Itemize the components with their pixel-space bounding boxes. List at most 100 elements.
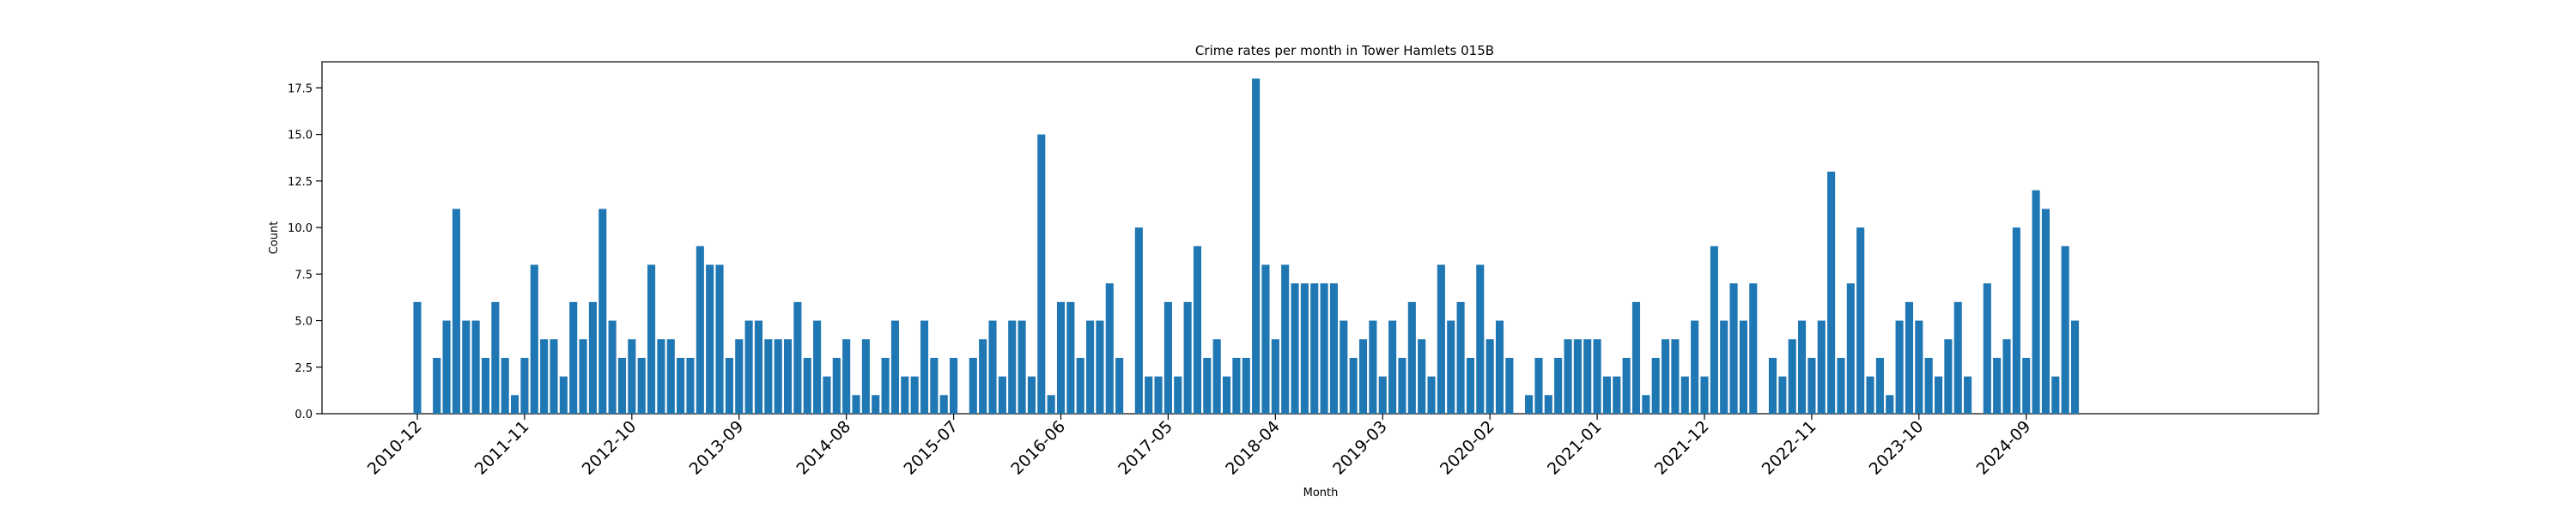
bar — [1544, 395, 1552, 414]
bar — [1369, 320, 1377, 414]
bar — [550, 339, 558, 414]
bar — [793, 301, 802, 414]
bar — [1174, 376, 1182, 414]
x-tick-label: 2011-11 — [471, 417, 533, 479]
bar — [2051, 376, 2060, 414]
bar — [1466, 357, 1474, 414]
bar — [647, 264, 656, 414]
bar — [1895, 320, 1904, 414]
bar — [1291, 283, 1299, 414]
x-tick-label: 2024-09 — [1973, 417, 2035, 479]
bar — [823, 376, 831, 414]
bar — [2002, 339, 2011, 414]
bar — [2070, 320, 2080, 414]
bar — [608, 320, 617, 414]
bar — [998, 376, 1006, 414]
bar — [1953, 301, 1962, 414]
bar — [715, 264, 724, 414]
bar — [1564, 339, 1572, 414]
bar — [1964, 376, 1972, 414]
bar — [1583, 339, 1592, 414]
bar — [1134, 227, 1143, 414]
bar — [452, 209, 460, 414]
bar — [462, 320, 471, 414]
x-tick-label: 2018-04 — [1222, 417, 1284, 479]
bar — [1788, 339, 1796, 414]
y-tick-label: 0.0 — [295, 409, 313, 421]
bar — [861, 339, 870, 414]
bar — [1710, 245, 1718, 414]
bar — [842, 339, 851, 414]
x-tick-label: 2013-09 — [686, 417, 748, 479]
bar — [1066, 301, 1075, 414]
bar — [1193, 245, 1202, 414]
bar — [598, 209, 607, 414]
bar — [1329, 283, 1339, 414]
bar — [1817, 320, 1826, 414]
bar — [725, 357, 733, 414]
bar — [754, 320, 763, 414]
x-tick-label: 2023-10 — [1866, 417, 1928, 479]
bar — [1680, 376, 1689, 414]
bar — [2022, 357, 2031, 414]
bar — [520, 357, 529, 414]
bar — [433, 357, 441, 414]
bar — [930, 357, 939, 414]
bar — [1212, 339, 1221, 414]
bar — [1905, 301, 1914, 414]
bar — [481, 357, 490, 414]
bar — [1778, 376, 1787, 414]
bar — [559, 376, 568, 414]
bar — [1388, 320, 1397, 414]
bar — [1223, 376, 1231, 414]
bar — [1934, 376, 1943, 414]
bar — [1437, 264, 1445, 414]
bar — [1145, 376, 1153, 414]
bar — [1242, 357, 1250, 414]
chart-title: Crime rates per month in Tower Hamlets 0… — [1195, 43, 1494, 58]
bar — [666, 339, 675, 414]
bar — [1203, 357, 1212, 414]
y-tick-label: 15.0 — [288, 130, 313, 142]
bar — [813, 320, 822, 414]
bar — [1056, 301, 1066, 414]
bar — [890, 320, 899, 414]
x-tick-label: 2010-12 — [364, 417, 426, 479]
bar — [696, 245, 704, 414]
x-tick-label: 2012-10 — [579, 417, 641, 479]
bar — [979, 339, 987, 414]
bar — [881, 357, 890, 414]
bar — [1593, 339, 1601, 414]
bar — [1349, 357, 1358, 414]
bar — [1739, 320, 1747, 414]
bar — [1602, 376, 1611, 414]
x-tick-label: 2017-05 — [1115, 417, 1176, 479]
bar — [969, 357, 977, 414]
y-tick-label: 7.5 — [295, 269, 313, 282]
x-tick-label: 2016-06 — [1007, 417, 1069, 479]
x-tick-label: 2022-11 — [1759, 417, 1820, 479]
bar — [1924, 357, 1933, 414]
bar — [1427, 376, 1436, 414]
bar — [2032, 190, 2040, 414]
bar — [988, 320, 997, 414]
bar — [1398, 357, 1406, 414]
bar — [1993, 357, 2002, 414]
bar — [1447, 320, 1455, 414]
bar — [764, 339, 773, 414]
bar — [657, 339, 665, 414]
bar — [677, 357, 685, 414]
x-tick-label: 2020-02 — [1437, 417, 1498, 479]
bar — [1105, 283, 1114, 414]
plot-frame — [321, 61, 2319, 415]
bar — [1642, 395, 1650, 414]
bar — [1008, 320, 1017, 414]
bar — [1700, 376, 1709, 414]
y-tick-label: 10.0 — [288, 222, 313, 235]
bar — [1407, 301, 1416, 414]
bar — [950, 357, 958, 414]
bar — [1856, 227, 1865, 414]
bar — [1281, 264, 1290, 414]
bar — [783, 339, 793, 414]
